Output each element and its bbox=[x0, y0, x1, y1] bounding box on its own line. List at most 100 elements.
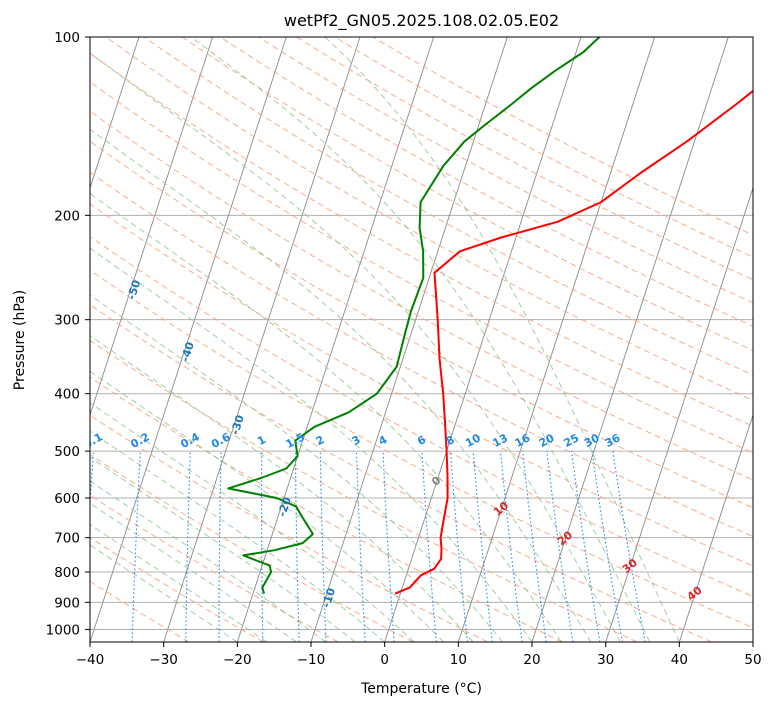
dry-adiabat bbox=[90, 81, 753, 454]
mixing-ratio-label: 16 bbox=[513, 431, 533, 450]
isotherm-label: -60 bbox=[68, 225, 87, 248]
dry-adiabat bbox=[90, 203, 753, 567]
y-tick-label: 400 bbox=[54, 387, 80, 403]
moist-adiabat bbox=[90, 430, 386, 642]
mixing-ratio-label: 3 bbox=[350, 433, 363, 448]
mixing-ratio-label: 0.1 bbox=[82, 430, 105, 451]
dry-adiabat bbox=[143, 37, 753, 376]
tick-layer: −40 −30 −20 −10 0 10 20 30 40 5010020030040050060… bbox=[46, 30, 762, 668]
y-tick-label: 800 bbox=[54, 565, 80, 581]
mixing-ratio-line bbox=[499, 451, 523, 642]
skewed-isotherm bbox=[384, 37, 582, 642]
mixing-ratio-label: 0.2 bbox=[128, 430, 151, 451]
isotherm-label: -20 bbox=[275, 495, 294, 518]
skewed-isotherm bbox=[752, 640, 753, 642]
mixing-ratio-label: 6 bbox=[415, 433, 428, 448]
curve-layer bbox=[227, 37, 753, 595]
x-tick-label: 50 bbox=[744, 652, 761, 668]
mixing-ratio-line bbox=[261, 451, 264, 642]
wet-bulb-label: 40 bbox=[685, 583, 705, 603]
y-tick-label: 1000 bbox=[46, 622, 80, 638]
dry-adiabat bbox=[90, 171, 753, 538]
x-axis-title: Temperature (°C) bbox=[360, 681, 482, 697]
y-axis-title: Pressure (hPa) bbox=[12, 290, 28, 390]
mixing-ratio-line bbox=[522, 451, 547, 642]
x-tick-label: −20 bbox=[223, 652, 252, 668]
dewpoint-profile-line bbox=[227, 37, 601, 594]
isotherm-label: -50 bbox=[125, 278, 144, 301]
dry-adiabat bbox=[90, 580, 190, 642]
isotherm-label: -40 bbox=[178, 340, 197, 363]
dry-adiabat bbox=[105, 37, 753, 401]
dry-adiabat bbox=[296, 37, 753, 281]
mixing-ratio-line bbox=[546, 451, 574, 642]
skewed-isotherm bbox=[0, 37, 65, 642]
moist-adiabat bbox=[90, 128, 592, 642]
mixing-ratio-line bbox=[612, 451, 646, 642]
dry-adiabat bbox=[90, 52, 753, 427]
moist-adiabat bbox=[90, 523, 268, 642]
mixing-ratio-label: 25 bbox=[562, 431, 582, 450]
mixing-ratio-line bbox=[185, 451, 191, 642]
moist-adiabat bbox=[90, 502, 297, 642]
x-tick-label: 10 bbox=[450, 652, 467, 668]
dry-adiabat bbox=[182, 37, 753, 351]
moist-adiabat bbox=[90, 335, 474, 642]
skewed-isotherm bbox=[236, 37, 435, 642]
skewed-isotherm bbox=[90, 37, 140, 190]
mixing-ratio-label: 0.4 bbox=[178, 430, 202, 451]
mixing-ratio-label: 36 bbox=[603, 431, 623, 450]
x-tick-label: −10 bbox=[297, 652, 326, 668]
mixing-ratio-line bbox=[571, 451, 601, 642]
skewed-isotherm bbox=[90, 37, 214, 417]
wet-bulb-label: 10 bbox=[491, 499, 511, 519]
skewed-isotherm bbox=[678, 413, 753, 642]
dry-adiabat bbox=[90, 304, 712, 642]
mixing-ratio-label: 2 bbox=[314, 433, 327, 448]
mixing-ratio-line bbox=[591, 451, 623, 642]
label-layer: -100-90-80-70-60-50-40-30-20-100.10.20.4… bbox=[9, 182, 705, 609]
dry-adiabat bbox=[90, 494, 339, 642]
moist-adiabat bbox=[90, 544, 238, 642]
x-tick-label: 0 bbox=[380, 652, 389, 668]
mixing-ratio-label: 13 bbox=[490, 431, 510, 450]
skewed-isotherm bbox=[531, 37, 729, 642]
moist-adiabat bbox=[324, 37, 680, 642]
plot-frame bbox=[89, 36, 754, 643]
y-tick-label: 300 bbox=[54, 313, 80, 329]
dry-adiabat bbox=[372, 37, 753, 236]
y-tick-label: 100 bbox=[54, 30, 80, 46]
grid-layer bbox=[0, 37, 753, 642]
moist-adiabat bbox=[90, 52, 621, 642]
x-tick-label: −30 bbox=[149, 652, 178, 668]
dry-adiabat bbox=[220, 37, 753, 327]
dry-adiabat bbox=[90, 236, 753, 597]
dry-adiabat bbox=[90, 536, 264, 642]
mixing-ratio-label: 30 bbox=[582, 431, 602, 450]
wet-bulb-label: 30 bbox=[620, 556, 640, 576]
isotherm-label: -30 bbox=[228, 413, 247, 436]
y-tick-label: 700 bbox=[54, 531, 80, 547]
dry-adiabat bbox=[90, 453, 414, 642]
moist-adiabat bbox=[90, 370, 444, 642]
isotherm-label: -70 bbox=[9, 182, 28, 205]
y-tick-label: 600 bbox=[54, 491, 80, 507]
chart-title: wetPf2_GN05.2025.108.02.05.E02 bbox=[284, 11, 559, 31]
outer-reference-curve bbox=[0, 37, 70, 642]
y-tick-label: 500 bbox=[54, 444, 80, 460]
skewed-isotherm bbox=[90, 37, 287, 642]
mixing-ratio-line bbox=[319, 451, 327, 642]
mixing-ratio-line bbox=[382, 451, 395, 642]
mixing-ratio-line bbox=[218, 451, 222, 642]
dry-adiabat bbox=[90, 339, 638, 642]
mixing-ratio-line bbox=[131, 451, 141, 642]
moist-adiabat bbox=[90, 192, 562, 642]
dry-adiabat bbox=[90, 110, 753, 481]
moist-adiabat bbox=[90, 402, 415, 642]
dry-adiabat bbox=[90, 269, 753, 629]
x-tick-label: 40 bbox=[671, 652, 688, 668]
x-tick-label: 20 bbox=[523, 652, 540, 668]
moist-adiabat bbox=[190, 37, 651, 642]
mixing-ratio-label: 1 bbox=[255, 433, 268, 448]
